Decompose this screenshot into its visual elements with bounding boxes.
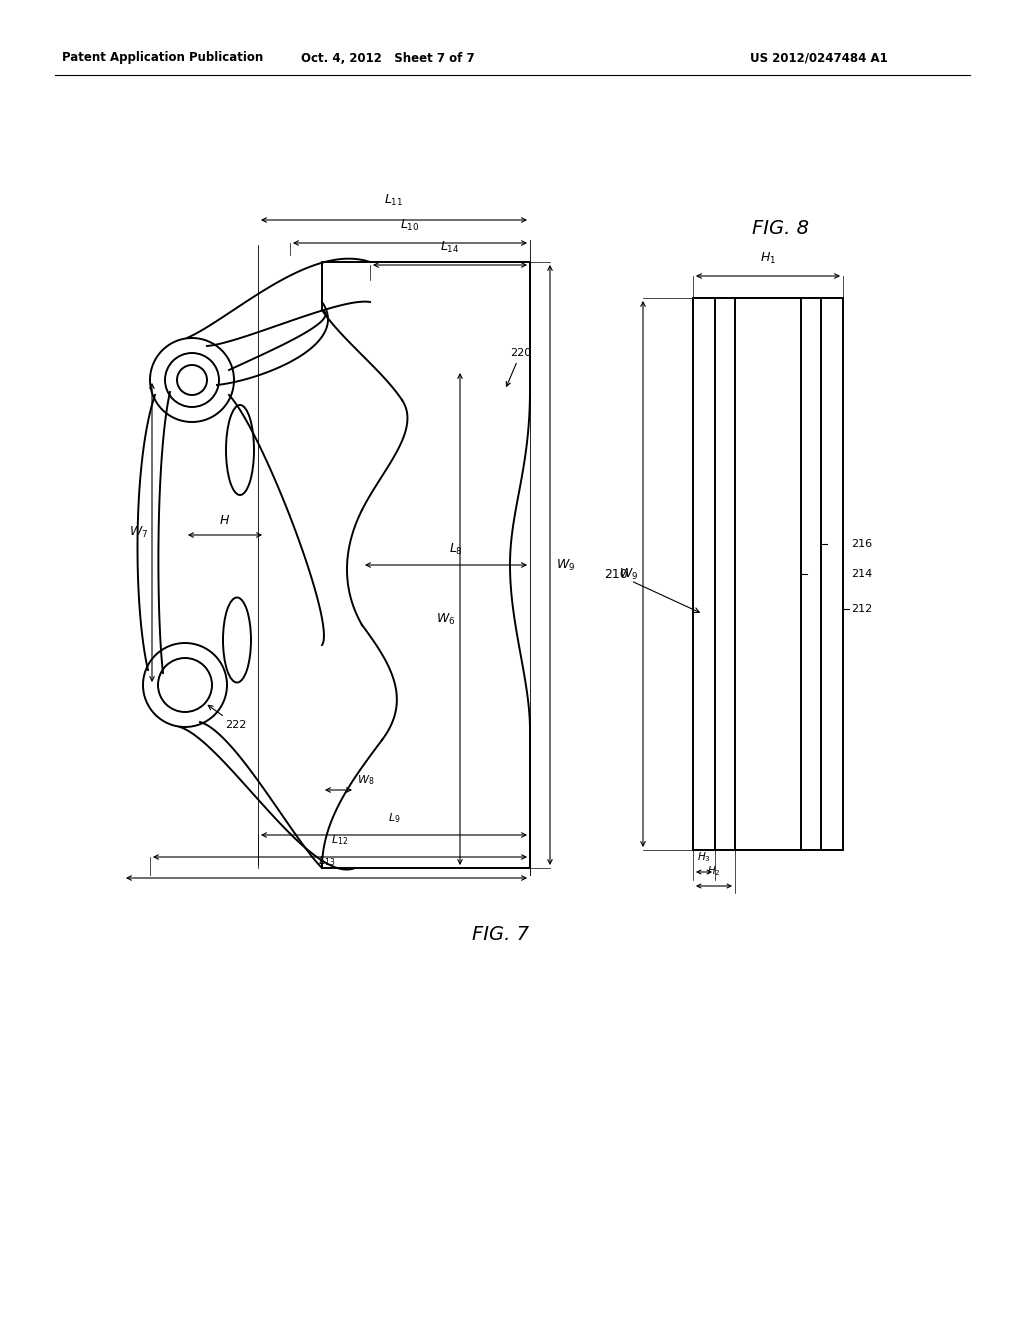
Bar <box>693 298 843 850</box>
Text: 216: 216 <box>851 539 872 549</box>
Text: $L_{11}$: $L_{11}$ <box>384 193 403 209</box>
Text: Patent Application Publication: Patent Application Publication <box>62 51 263 65</box>
Text: $H_2$: $H_2$ <box>708 865 721 878</box>
Text: $L_{12}$: $L_{12}$ <box>332 833 348 847</box>
Text: FIG. 7: FIG. 7 <box>471 925 528 945</box>
Text: $L_8$: $L_8$ <box>449 543 463 557</box>
Text: $H_1$: $H_1$ <box>760 251 776 267</box>
Text: 220: 220 <box>506 348 531 387</box>
Text: $W_8$: $W_8$ <box>357 774 375 787</box>
Text: $W_9$: $W_9$ <box>618 566 638 582</box>
Text: 210: 210 <box>604 568 699 612</box>
Text: $W_9$: $W_9$ <box>556 557 575 573</box>
Text: Oct. 4, 2012   Sheet 7 of 7: Oct. 4, 2012 Sheet 7 of 7 <box>301 51 475 65</box>
Text: $W_7$: $W_7$ <box>129 525 148 540</box>
Text: US 2012/0247484 A1: US 2012/0247484 A1 <box>750 51 888 65</box>
Text: 212: 212 <box>851 605 872 614</box>
Text: FIG. 8: FIG. 8 <box>752 219 809 238</box>
Text: $H$: $H$ <box>219 513 230 527</box>
Text: $L_{14}$: $L_{14}$ <box>440 240 460 255</box>
Text: 214: 214 <box>851 569 872 579</box>
Text: $L_9$: $L_9$ <box>388 812 400 825</box>
Text: 222: 222 <box>208 705 247 730</box>
Text: $L_{13}$: $L_{13}$ <box>317 854 335 869</box>
Text: $W_6$: $W_6$ <box>435 611 455 627</box>
Text: $H_3$: $H_3$ <box>697 850 711 865</box>
Text: $L_{10}$: $L_{10}$ <box>400 218 420 234</box>
